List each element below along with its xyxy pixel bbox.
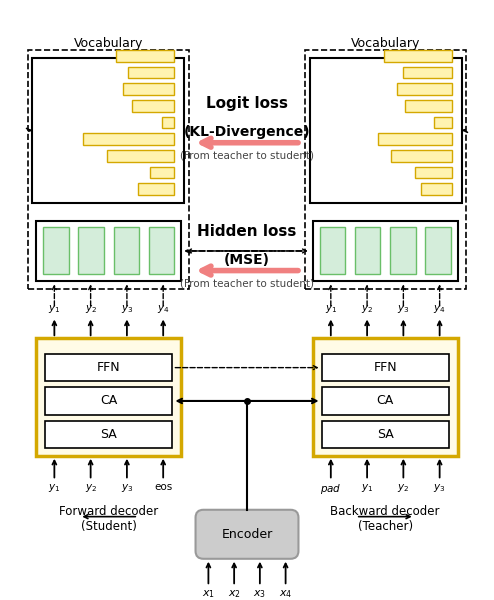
Text: CA: CA	[376, 394, 394, 407]
Text: $y_3$: $y_3$	[433, 482, 446, 494]
Bar	[421, 184, 452, 195]
Bar	[425, 227, 451, 274]
Text: $y_3$: $y_3$	[121, 482, 133, 494]
Text: $x_1$: $x_1$	[202, 588, 215, 600]
Bar	[378, 133, 452, 145]
Text: (MSE): (MSE)	[224, 253, 270, 267]
Text: SA: SA	[100, 428, 117, 441]
Bar	[45, 387, 172, 415]
Bar	[397, 83, 452, 95]
Bar	[36, 338, 181, 456]
Bar	[313, 338, 458, 456]
Text: eos: eos	[154, 482, 172, 493]
Text: $y_2$: $y_2$	[361, 302, 373, 314]
Bar	[32, 58, 184, 203]
Bar	[138, 184, 174, 195]
Text: $y_4$: $y_4$	[433, 302, 446, 314]
Text: (KL-Divergence): (KL-Divergence)	[184, 125, 310, 139]
Text: Backward decoder
(Teacher): Backward decoder (Teacher)	[330, 505, 440, 533]
Text: Hidden loss: Hidden loss	[197, 224, 297, 239]
Text: Encoder: Encoder	[221, 528, 273, 541]
Bar	[116, 50, 174, 62]
Text: Logit loss: Logit loss	[206, 97, 288, 112]
Bar	[128, 67, 174, 79]
Text: $y_1$: $y_1$	[48, 482, 61, 494]
Bar	[310, 58, 462, 203]
Bar	[79, 227, 104, 274]
Text: $y_1$: $y_1$	[361, 482, 373, 494]
Bar	[305, 50, 466, 289]
Text: FFN: FFN	[373, 361, 397, 374]
Text: $x_3$: $x_3$	[253, 588, 266, 600]
Text: $y_1$: $y_1$	[48, 302, 61, 314]
Bar	[150, 167, 174, 178]
Text: SA: SA	[377, 428, 394, 441]
Bar	[36, 221, 181, 281]
Bar	[82, 133, 174, 145]
Bar	[45, 354, 172, 382]
Text: $y_4$: $y_4$	[157, 302, 169, 314]
Text: (From teacher to student): (From teacher to student)	[180, 278, 314, 289]
Text: $x_2$: $x_2$	[228, 588, 241, 600]
FancyBboxPatch shape	[196, 510, 298, 559]
Text: $x_4$: $x_4$	[279, 588, 292, 600]
Bar	[391, 150, 452, 162]
Text: $y_1$: $y_1$	[325, 302, 337, 314]
Bar	[123, 83, 174, 95]
Bar	[322, 387, 449, 415]
Bar	[384, 50, 452, 62]
Text: $y_3$: $y_3$	[397, 302, 410, 314]
Text: $y_2$: $y_2$	[84, 302, 97, 314]
Text: $pad$: $pad$	[320, 482, 342, 496]
Bar	[149, 227, 174, 274]
Bar	[131, 100, 174, 112]
Bar	[403, 67, 452, 79]
Text: CA: CA	[100, 394, 118, 407]
Text: (From teacher to student): (From teacher to student)	[180, 151, 314, 161]
Bar	[322, 354, 449, 382]
Bar	[28, 50, 189, 289]
Text: $y_2$: $y_2$	[84, 482, 97, 494]
Bar	[45, 421, 172, 448]
Bar	[114, 227, 139, 274]
Bar	[107, 150, 174, 162]
Bar	[415, 167, 452, 178]
Text: Forward decoder
(Student): Forward decoder (Student)	[59, 505, 159, 533]
Text: $y_2$: $y_2$	[397, 482, 410, 494]
Bar	[390, 227, 415, 274]
Bar	[355, 227, 380, 274]
Text: Vocabulary: Vocabulary	[74, 37, 143, 50]
Bar	[320, 227, 345, 274]
Bar	[322, 421, 449, 448]
Text: FFN: FFN	[97, 361, 121, 374]
Bar	[162, 116, 174, 128]
Bar	[43, 227, 69, 274]
Bar	[405, 100, 452, 112]
Bar	[313, 221, 458, 281]
Bar	[434, 116, 452, 128]
Text: $y_3$: $y_3$	[121, 302, 133, 314]
Text: Vocabulary: Vocabulary	[351, 37, 420, 50]
